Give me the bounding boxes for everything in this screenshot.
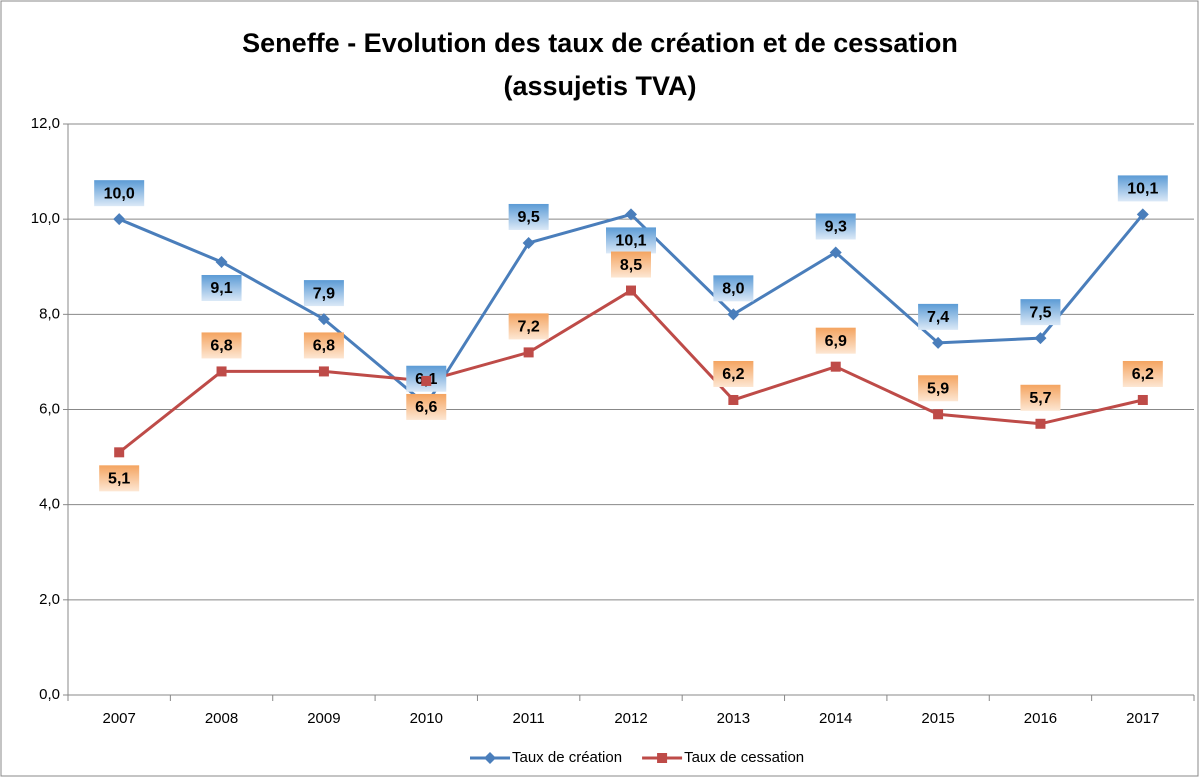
y-tick-label: 0,0	[39, 686, 60, 703]
point	[216, 366, 227, 377]
data-label-box	[1117, 175, 1168, 202]
x-tick-label: 2007	[102, 710, 135, 727]
data-label-box	[303, 332, 344, 359]
data-label: 8,0	[722, 281, 744, 298]
x-tick-label: 2014	[819, 710, 852, 727]
data-label-box	[99, 465, 140, 492]
data-label-box	[94, 180, 145, 207]
data-label-box	[303, 280, 344, 307]
point	[625, 208, 637, 221]
point	[626, 285, 636, 296]
data-label: 6,6	[415, 399, 437, 416]
point	[1137, 394, 1148, 405]
x-tick-label: 2008	[205, 710, 238, 727]
point	[829, 246, 842, 259]
point	[932, 336, 945, 349]
x-tick-label: 2016	[1024, 710, 1057, 727]
point	[215, 255, 228, 268]
point	[318, 366, 329, 377]
chart-title: (assujetis TVA)	[503, 71, 696, 101]
point	[1035, 418, 1046, 429]
data-label-box	[1020, 384, 1061, 411]
point	[933, 409, 944, 420]
y-tick-label: 4,0	[39, 496, 60, 513]
point	[728, 394, 739, 405]
data-label: 8,5	[620, 257, 642, 274]
data-label: 7,2	[518, 319, 540, 336]
data-label: 6,9	[825, 333, 847, 350]
point	[1136, 208, 1149, 221]
x-tick-label: 2010	[410, 710, 443, 727]
x-tick-label: 2017	[1126, 710, 1159, 727]
y-tick-label: 8,0	[39, 305, 60, 322]
y-tick-label: 6,0	[39, 400, 60, 417]
point	[114, 447, 125, 458]
data-label-box	[815, 327, 856, 354]
data-label-box	[406, 393, 447, 420]
legend-marker	[657, 753, 668, 763]
x-tick-label: 2009	[307, 710, 340, 727]
data-label-box	[918, 303, 959, 330]
point	[317, 313, 330, 326]
legend-label: Taux de création	[512, 749, 622, 766]
data-label: 6,8	[210, 338, 232, 355]
data-label: 10,1	[615, 233, 646, 250]
data-label: 9,3	[825, 219, 847, 236]
x-tick-label: 2011	[513, 710, 545, 727]
data-label: 5,9	[927, 380, 949, 397]
data-label-box	[201, 332, 242, 359]
legend-marker	[484, 752, 496, 764]
data-label: 6,2	[722, 366, 744, 383]
data-label-box	[713, 275, 754, 302]
data-label-box	[201, 274, 242, 301]
y-tick-label: 12,0	[31, 115, 60, 132]
data-label-box	[918, 375, 959, 402]
point	[727, 308, 740, 321]
data-label-box	[611, 251, 651, 278]
data-label: 6,8	[313, 338, 335, 355]
y-tick-label: 10,0	[31, 210, 60, 227]
data-label: 7,4	[927, 309, 949, 326]
data-label: 5,7	[1029, 390, 1051, 407]
point	[830, 361, 841, 372]
point	[1034, 332, 1047, 345]
data-label-box	[1020, 299, 1061, 326]
data-label: 9,5	[518, 209, 540, 226]
data-label-box	[508, 313, 549, 340]
data-label: 7,9	[313, 285, 335, 302]
legend-label: Taux de cessation	[684, 749, 804, 766]
chart-title: Seneffe - Evolution des taux de création…	[242, 28, 958, 58]
point	[113, 213, 126, 226]
point	[523, 347, 534, 358]
x-tick-label: 2013	[717, 710, 750, 727]
data-label-box	[815, 213, 856, 240]
data-label-box	[508, 203, 549, 230]
data-label-box	[713, 360, 754, 387]
data-label: 9,1	[210, 280, 232, 297]
data-label: 7,5	[1029, 304, 1051, 321]
y-tick-label: 2,0	[39, 591, 60, 608]
point	[522, 236, 535, 249]
data-label: 10,0	[104, 185, 135, 202]
data-label-box	[606, 227, 656, 254]
point	[421, 375, 432, 386]
data-label: 6,2	[1132, 366, 1154, 383]
data-label: 5,1	[108, 471, 130, 488]
data-label-box	[1122, 360, 1163, 387]
data-label: 10,1	[1127, 181, 1158, 198]
x-tick-label: 2012	[614, 710, 647, 727]
x-tick-label: 2015	[921, 710, 954, 727]
